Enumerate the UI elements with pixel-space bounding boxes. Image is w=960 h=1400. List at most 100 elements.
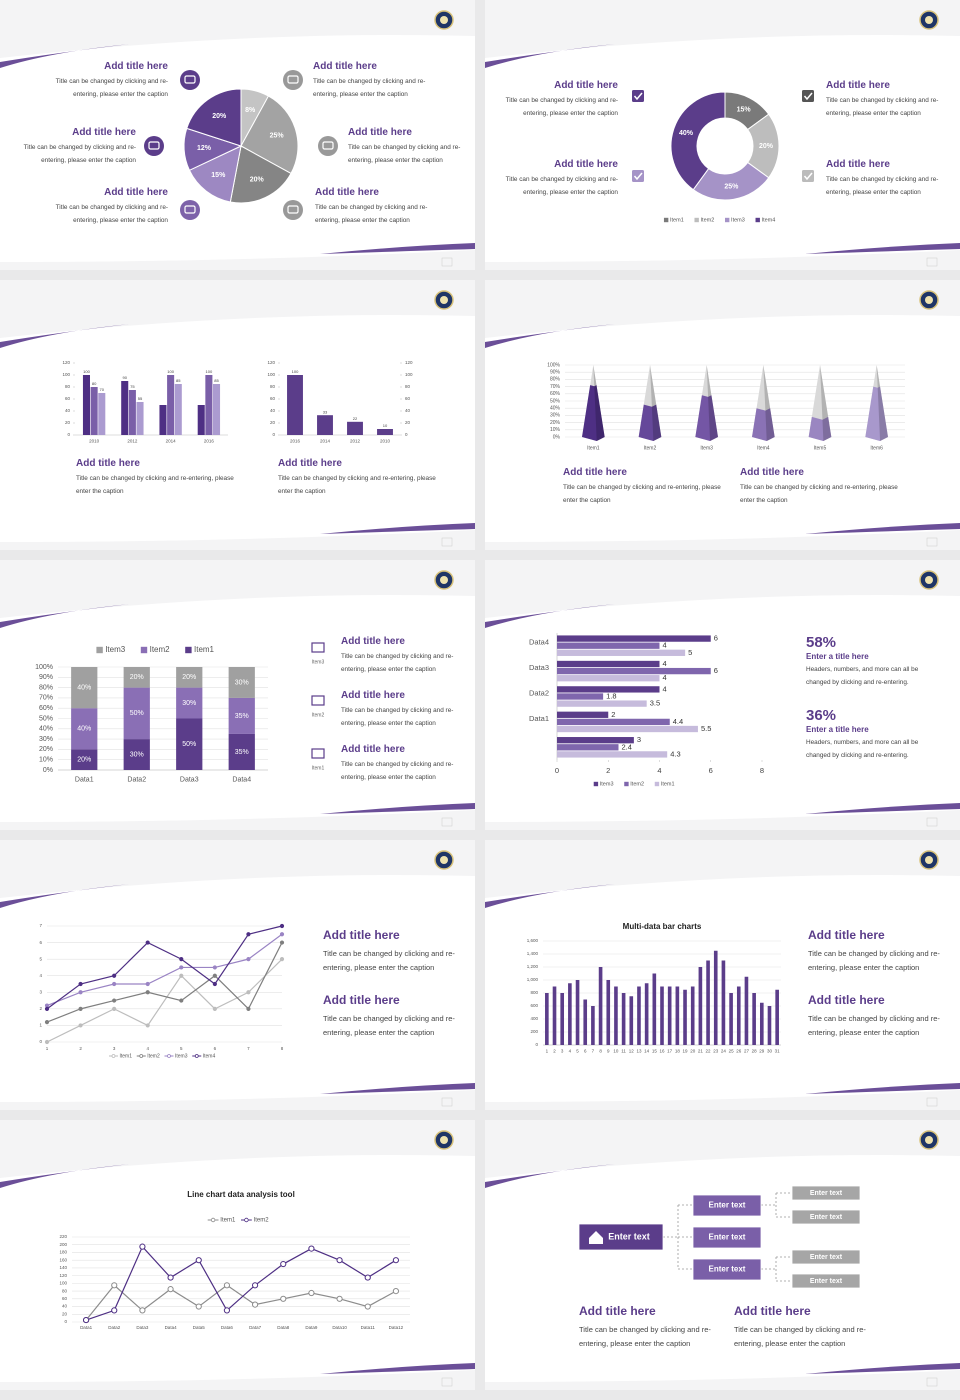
block-heading: Add title here — [104, 61, 168, 72]
block-text: Title can be changed by clicking and re-… — [278, 475, 436, 495]
slide-title: Enter your title here — [507, 575, 612, 589]
block-text: Title can be changed by clicking and re-… — [808, 949, 940, 972]
slide: Enter your title here 13 Add title here Tit… — [485, 0, 960, 270]
block-heading: Add title here — [734, 1304, 811, 1318]
block-heading: Add title here — [313, 61, 377, 72]
text-block: Add title here Title can be changed by cl… — [315, 187, 433, 227]
slide: Enter your title here 12 Add title here Tit… — [0, 0, 475, 270]
slide: Enter your title here 20 — [0, 1120, 475, 1390]
text-block: Add title here Title can be changed by cl… — [740, 467, 900, 507]
slide-title: Enter your title here — [22, 15, 127, 29]
page-number: 12 — [444, 259, 449, 264]
block-text: Title can be changed by clicking and re-… — [315, 204, 428, 224]
stat-text: Headers, numbers, and more can all be ch… — [806, 666, 919, 686]
block-text: Title can be changed by clicking and re-… — [76, 475, 234, 495]
stat-block: 58% Enter a title here Headers, numbers, a… — [806, 634, 936, 689]
block-text: Title can be changed by clicking and re-… — [313, 78, 426, 98]
stat-text: Headers, numbers, and more can all be ch… — [806, 739, 919, 759]
slide: Enter your title here 18 Add title here Tit… — [0, 840, 475, 1110]
text-block: Add title here Title can be changed by cl… — [563, 467, 723, 507]
block-text: Title can be changed by clicking and re-… — [734, 1325, 866, 1348]
page-number: 19 — [929, 1099, 934, 1104]
stat-value: 58% — [806, 634, 837, 651]
slide: Enter your title here 21 Add title here Tit… — [485, 1120, 960, 1390]
block-text: Title can be changed by clicking and re-… — [23, 144, 136, 164]
text-block: Add title here Title can be changed by cl… — [808, 993, 943, 1040]
block-heading: Add title here — [740, 467, 804, 478]
stat-block: 36% Enter a title here Headers, numbers, a… — [806, 707, 936, 762]
text-block: Add title here Title can be changed by cl… — [348, 127, 466, 167]
stat-value: 36% — [806, 707, 837, 724]
text-block: Add title here Title can be changed by cl… — [278, 458, 438, 498]
block-heading: Add title here — [315, 187, 379, 198]
block-text: Title can be changed by clicking and re-… — [323, 1014, 455, 1037]
slide-title: Enter your title here — [507, 1135, 612, 1149]
slide-title: Enter your title here — [507, 15, 612, 29]
stat-heading: Enter a title here — [806, 652, 869, 661]
block-text: Title can be changed by clicking and re-… — [55, 204, 168, 224]
slide-title: Enter your title here — [507, 295, 612, 309]
block-text: Title can be changed by clicking and re-… — [505, 176, 618, 196]
text-block: Add title here Title can be changed by cl… — [341, 636, 459, 676]
slide-title: Enter your title here — [22, 1135, 127, 1149]
page-number: 20 — [444, 1379, 449, 1384]
text-block: Add title here Title can be changed by cl… — [500, 159, 618, 199]
block-heading: Add title here — [579, 1304, 656, 1318]
slide-title: Enter your title here — [22, 575, 127, 589]
block-text: Title can be changed by clicking and re-… — [341, 653, 454, 673]
slide: Enter your title here 19 Add title here Tit… — [485, 840, 960, 1110]
slide: Enter your title here 14 Add title here Tit… — [0, 280, 475, 550]
text-block: Add title here Title can be changed by cl… — [323, 928, 458, 975]
block-heading: Add title here — [104, 187, 168, 198]
stat-heading: Enter a title here — [806, 725, 869, 734]
block-heading: Add title here — [278, 458, 342, 469]
block-heading: Add title here — [341, 744, 405, 755]
block-text: Title can be changed by clicking and re-… — [323, 949, 455, 972]
block-text: Title can be changed by clicking and re-… — [579, 1325, 711, 1348]
text-block: Add title here Title can be changed by cl… — [808, 928, 943, 975]
text-block: Add title here Title can be changed by cl… — [18, 127, 136, 167]
block-heading: Add title here — [323, 928, 400, 942]
block-heading: Add title here — [554, 159, 618, 170]
block-heading: Add title here — [348, 127, 412, 138]
block-heading: Add title here — [323, 993, 400, 1007]
block-text: Title can be changed by clicking and re-… — [505, 97, 618, 117]
page-number: 21 — [929, 1379, 934, 1384]
slide-title: Enter your title here — [22, 855, 127, 869]
block-heading: Add title here — [341, 690, 405, 701]
text-block: Add title here Title can be changed by cl… — [323, 993, 458, 1040]
block-text: Title can be changed by clicking and re-… — [740, 484, 898, 504]
block-heading: Add title here — [76, 458, 140, 469]
block-text: Title can be changed by clicking and re-… — [826, 176, 939, 196]
block-text: Title can be changed by clicking and re-… — [341, 761, 454, 781]
block-text: Title can be changed by clicking and re-… — [563, 484, 721, 504]
text-block: Add title here Title can be changed by cl… — [826, 80, 944, 120]
text-block: Add title here Title can be changed by cl… — [341, 690, 459, 730]
block-heading: Add title here — [563, 467, 627, 478]
page-number: 13 — [929, 259, 934, 264]
page-number: 15 — [929, 539, 934, 544]
block-heading: Add title here — [341, 636, 405, 647]
block-text: Title can be changed by clicking and re-… — [348, 144, 461, 164]
block-text: Title can be changed by clicking and re-… — [826, 97, 939, 117]
block-heading: Add title here — [554, 80, 618, 91]
page-number: 18 — [444, 1099, 449, 1104]
block-heading: Add title here — [826, 80, 890, 91]
page-number: 14 — [444, 539, 449, 544]
block-text: Title can be changed by clicking and re-… — [341, 707, 454, 727]
slide-title: Enter your title here — [507, 855, 612, 869]
text-block: Add title here Title can be changed by cl… — [500, 80, 618, 120]
slide-title: Enter your title here — [22, 295, 127, 309]
text-block: Add title here Title can be changed by cl… — [341, 744, 459, 784]
slide: Enter your title here 15 Add title here Tit… — [485, 280, 960, 550]
page-number: 17 — [929, 819, 934, 824]
text-block: Add title here Title can be changed by cl… — [50, 61, 168, 101]
text-block: Add title here Title can be changed by cl… — [579, 1304, 714, 1351]
block-heading: Add title here — [808, 993, 885, 1007]
slide: Enter your title here 16 Add title here Tit… — [0, 560, 475, 830]
block-heading: Add title here — [72, 127, 136, 138]
slide: Enter your title here 17 58% Enter a title … — [485, 560, 960, 830]
block-text: Title can be changed by clicking and re-… — [55, 78, 168, 98]
block-heading: Add title here — [808, 928, 885, 942]
